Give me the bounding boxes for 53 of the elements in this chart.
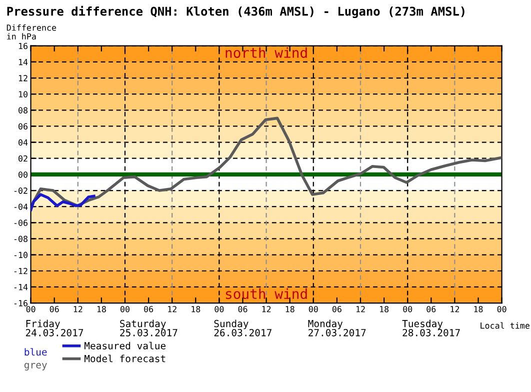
annotation: Monday 27.03.2017: [308, 320, 366, 336]
annotation: Sunday 26.03.2017: [214, 320, 272, 336]
text: grey: [24, 362, 47, 370]
x-tick-label: 00: [308, 306, 318, 312]
y-tick-label: 04: [18, 139, 28, 146]
x-tick-label: 00: [497, 306, 506, 312]
x-tick-label: 18: [286, 306, 294, 312]
x-tick-label: 12: [262, 306, 271, 312]
y-tick-label: -12: [14, 268, 28, 274]
annotation: Saturday 25.03.2017: [120, 320, 178, 336]
x-tick-label: 18: [97, 306, 106, 312]
x-tick-label: 18: [474, 306, 483, 312]
y-tick-label: 14: [18, 59, 28, 66]
x-tick-label: 12: [74, 306, 82, 312]
band-label: north wind: [226, 47, 307, 58]
y-tick-label: 06: [18, 123, 28, 130]
y-tick-label: 12: [18, 75, 28, 82]
band-label: south wind: [226, 288, 307, 300]
x-tick-label: 12: [168, 306, 176, 312]
y-tick-label: -06: [14, 220, 28, 226]
x-tick-label: 06: [238, 306, 248, 312]
y-tick-label: 10: [18, 91, 28, 98]
x-tick-label: 00: [214, 306, 224, 312]
y-tick-label: 00: [18, 171, 28, 178]
x-tick-label: 06: [144, 306, 154, 312]
x-tick-label: 12: [356, 306, 365, 312]
legend-label: Measured value: [84, 342, 166, 350]
legend-label: Model forecast: [84, 354, 166, 362]
y-tick-label: 08: [18, 107, 28, 114]
x-tick-label: 06: [50, 306, 59, 312]
x-tick-label: 12: [450, 306, 460, 312]
y-tick-label: -02: [14, 188, 28, 194]
y-tick-label: -08: [14, 236, 28, 242]
annotation: Tuesday 28.03.2017: [402, 320, 460, 336]
chart-title: Pressure difference QNH: Kloten (436m AMSL) - Lugano (273m AMSL): [7, 6, 464, 18]
y-tick-label: -16: [14, 300, 28, 306]
x-tick-label: 06: [332, 306, 342, 312]
annotation: Friday 24.03.2017: [26, 320, 84, 336]
x-tick-label: 18: [192, 306, 200, 312]
x-tick-label: 00: [120, 306, 130, 312]
x-tick-label: 00: [403, 306, 412, 312]
x-axis-title: Local time: [480, 322, 530, 329]
y-tick-label: -04: [14, 204, 28, 210]
line-series: [30, 193, 96, 212]
x-tick-label: 18: [380, 306, 389, 312]
y-tick-label: 16: [18, 42, 28, 50]
y-tick-label: -14: [14, 284, 28, 290]
x-tick-label: 00: [26, 306, 36, 312]
text: blue: [24, 348, 47, 356]
y-tick-label: 02: [18, 155, 28, 162]
y-axis-title: Difference in hPa: [6, 24, 56, 40]
x-tick-label: 06: [426, 306, 436, 312]
y-tick-label: -10: [14, 252, 28, 258]
